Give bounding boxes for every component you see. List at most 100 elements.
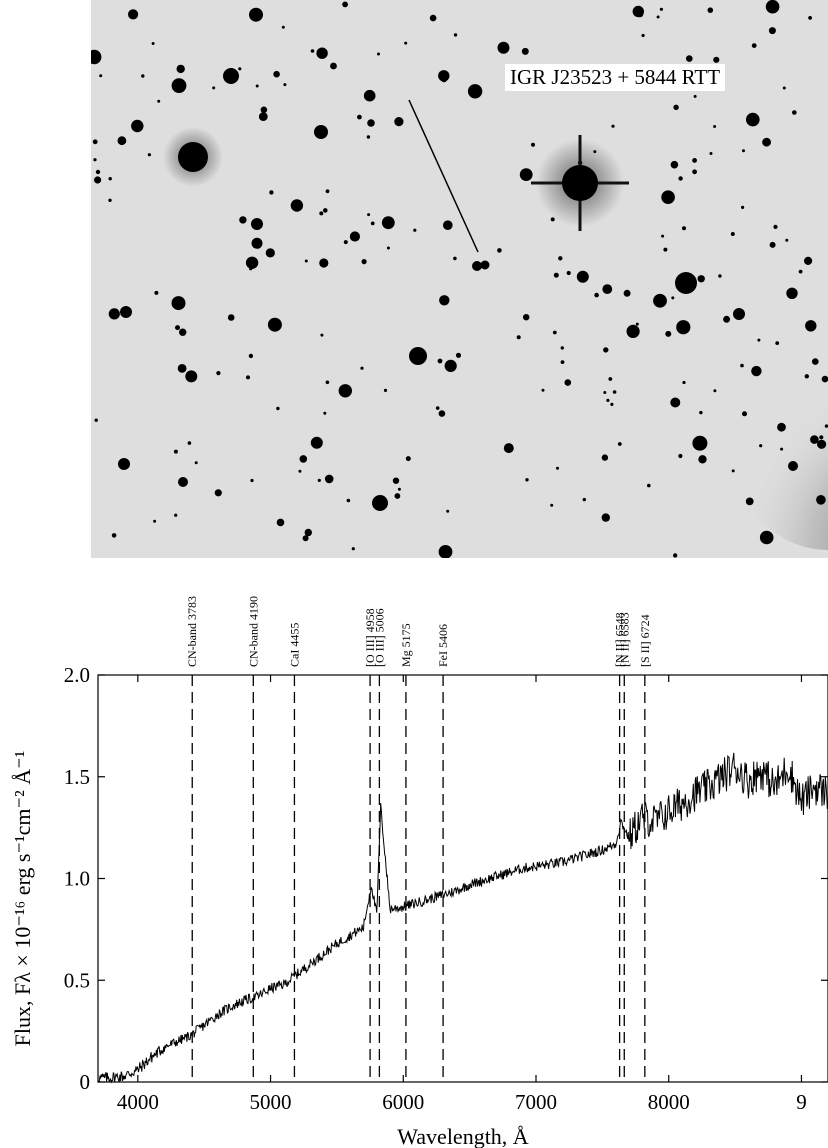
star: [531, 142, 535, 147]
star: [413, 228, 417, 232]
star: [713, 389, 717, 393]
star: [812, 358, 819, 365]
star: [824, 424, 828, 428]
star: [302, 535, 309, 542]
star: [785, 238, 789, 242]
star: [381, 216, 395, 230]
star: [320, 333, 324, 337]
star: [742, 149, 745, 153]
x-tick-label: 7000: [515, 1090, 557, 1114]
star: [443, 220, 453, 230]
star: [777, 422, 786, 432]
star: [762, 137, 771, 147]
star: [319, 258, 329, 268]
star: [368, 122, 373, 127]
plot-frame: [97, 674, 828, 1083]
star: [438, 545, 453, 558]
star: [810, 435, 819, 444]
line-id-label: CaI 4455: [287, 623, 301, 667]
star: [804, 256, 813, 265]
star: [283, 83, 287, 87]
star: [108, 177, 112, 181]
x-tick-label: 8000: [648, 1090, 690, 1114]
star: [310, 436, 323, 449]
star: [117, 136, 127, 146]
star: [699, 410, 703, 415]
x-axis-label: Wavelength, Å: [397, 1124, 529, 1148]
star: [444, 359, 457, 372]
star: [523, 314, 530, 321]
star: [435, 406, 440, 410]
star: [179, 328, 187, 336]
star: [805, 320, 817, 332]
star: [601, 513, 610, 522]
star: [516, 335, 521, 340]
star: [678, 453, 683, 459]
star: [608, 377, 613, 381]
star: [394, 493, 401, 499]
star: [594, 292, 599, 298]
star: [673, 553, 678, 558]
star: [661, 190, 675, 204]
star: [177, 364, 187, 373]
star: [357, 114, 362, 120]
star: [290, 199, 304, 212]
star: [346, 498, 351, 503]
star: [676, 320, 691, 335]
star: [276, 406, 280, 411]
star: [255, 84, 259, 88]
star: [611, 124, 615, 128]
bright-star: [163, 127, 223, 187]
star: [769, 241, 776, 248]
star: [665, 330, 672, 337]
star: [521, 47, 529, 55]
star: [560, 360, 565, 364]
star: [317, 478, 321, 482]
star: [751, 43, 757, 48]
star: [682, 226, 686, 231]
star: [92, 139, 98, 145]
star: [147, 153, 151, 157]
star: [682, 380, 686, 385]
star: [765, 0, 780, 14]
star: [185, 370, 198, 383]
star: [258, 112, 268, 121]
star: [304, 259, 308, 263]
star: [550, 217, 555, 222]
star: [541, 388, 545, 392]
star: [467, 84, 483, 99]
star: [111, 533, 117, 538]
star: [606, 398, 610, 402]
star: [323, 411, 327, 415]
star: [361, 259, 367, 265]
star: [472, 261, 482, 271]
line-id-label: [N II] 6548: [613, 612, 627, 667]
star: [325, 380, 330, 385]
y-tick-label: 1.0: [64, 867, 90, 891]
line-id-label: [S II] 6724: [638, 614, 652, 667]
star: [194, 461, 198, 465]
star: [692, 169, 697, 175]
star: [819, 435, 824, 440]
star: [731, 469, 735, 473]
star: [323, 208, 328, 213]
star: [718, 274, 722, 278]
star: [248, 353, 254, 359]
star: [782, 86, 786, 90]
line-id-label: [O III] 5006: [372, 608, 386, 667]
star: [746, 112, 760, 127]
star: [453, 33, 458, 37]
star: [757, 338, 761, 342]
star: [792, 110, 797, 115]
star: [363, 89, 376, 102]
star: [273, 70, 280, 78]
star: [675, 272, 697, 294]
star: [99, 74, 103, 78]
star: [276, 518, 285, 527]
star: [250, 478, 254, 483]
star: [260, 106, 268, 114]
star: [372, 495, 388, 511]
star: [566, 270, 571, 276]
star: [698, 455, 707, 464]
finder-chart-image: IGR J23523 + 5844 RTT: [91, 0, 828, 558]
